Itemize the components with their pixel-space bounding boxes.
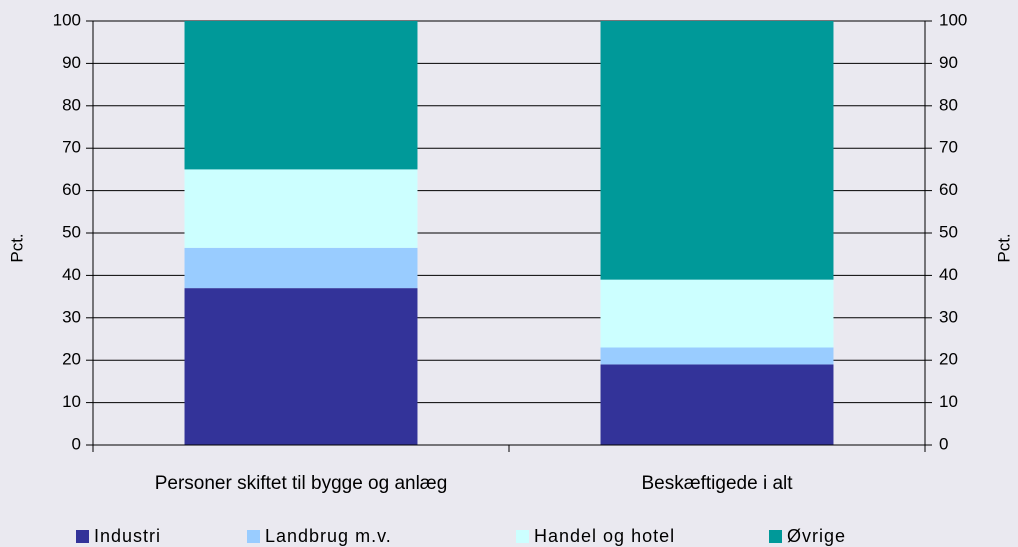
y2-tick-label: 20 bbox=[939, 350, 958, 369]
legend-swatch bbox=[769, 530, 782, 543]
x-tick-label: Personer skiftet til bygge og anlæg bbox=[155, 473, 448, 494]
y-tick-label: 10 bbox=[62, 392, 81, 411]
y-tick-label: 0 bbox=[72, 434, 81, 453]
y-tick-label: 30 bbox=[62, 307, 81, 326]
legend-label: Handel og hotel bbox=[534, 526, 675, 546]
legend-label: Landbrug m.v. bbox=[265, 526, 392, 546]
legend-swatch bbox=[76, 530, 89, 543]
y-tick-label: 60 bbox=[62, 180, 81, 199]
bar-segment bbox=[184, 247, 418, 289]
bar-segment bbox=[600, 364, 834, 445]
y2-tick-label: 80 bbox=[939, 95, 958, 114]
y-tick-label: 90 bbox=[62, 53, 81, 72]
y-tick-label: 80 bbox=[62, 95, 81, 114]
bar-segment bbox=[600, 279, 834, 348]
y-tick-label: 20 bbox=[62, 350, 81, 369]
y2-tick-label: 100 bbox=[939, 10, 967, 29]
y2-tick-label: 10 bbox=[939, 392, 958, 411]
bar-segment bbox=[600, 21, 834, 280]
y-tick-label: 100 bbox=[53, 10, 81, 29]
y-tick-label: 70 bbox=[62, 138, 81, 157]
bar-segment bbox=[184, 169, 418, 248]
legend-label: Øvrige bbox=[787, 526, 846, 546]
y2-axis-label: Pct. bbox=[994, 233, 1013, 262]
y2-tick-label: 50 bbox=[939, 222, 958, 241]
y2-tick-label: 40 bbox=[939, 265, 958, 284]
y2-tick-label: 0 bbox=[939, 434, 948, 453]
y2-tick-label: 70 bbox=[939, 138, 958, 157]
x-tick-label: Beskæftigede i alt bbox=[641, 473, 793, 494]
y2-tick-label: 60 bbox=[939, 180, 958, 199]
legend-label: Industri bbox=[94, 526, 161, 546]
bar-segment bbox=[184, 288, 418, 445]
y2-tick-label: 30 bbox=[939, 307, 958, 326]
y-tick-label: 50 bbox=[62, 222, 81, 241]
y-tick-label: 40 bbox=[62, 265, 81, 284]
y2-tick-label: 90 bbox=[939, 53, 958, 72]
bar-segment bbox=[184, 21, 418, 170]
legend-swatch bbox=[247, 530, 260, 543]
bar-segment bbox=[600, 347, 834, 365]
y-axis-label: Pct. bbox=[7, 233, 26, 262]
legend-swatch bbox=[516, 530, 529, 543]
